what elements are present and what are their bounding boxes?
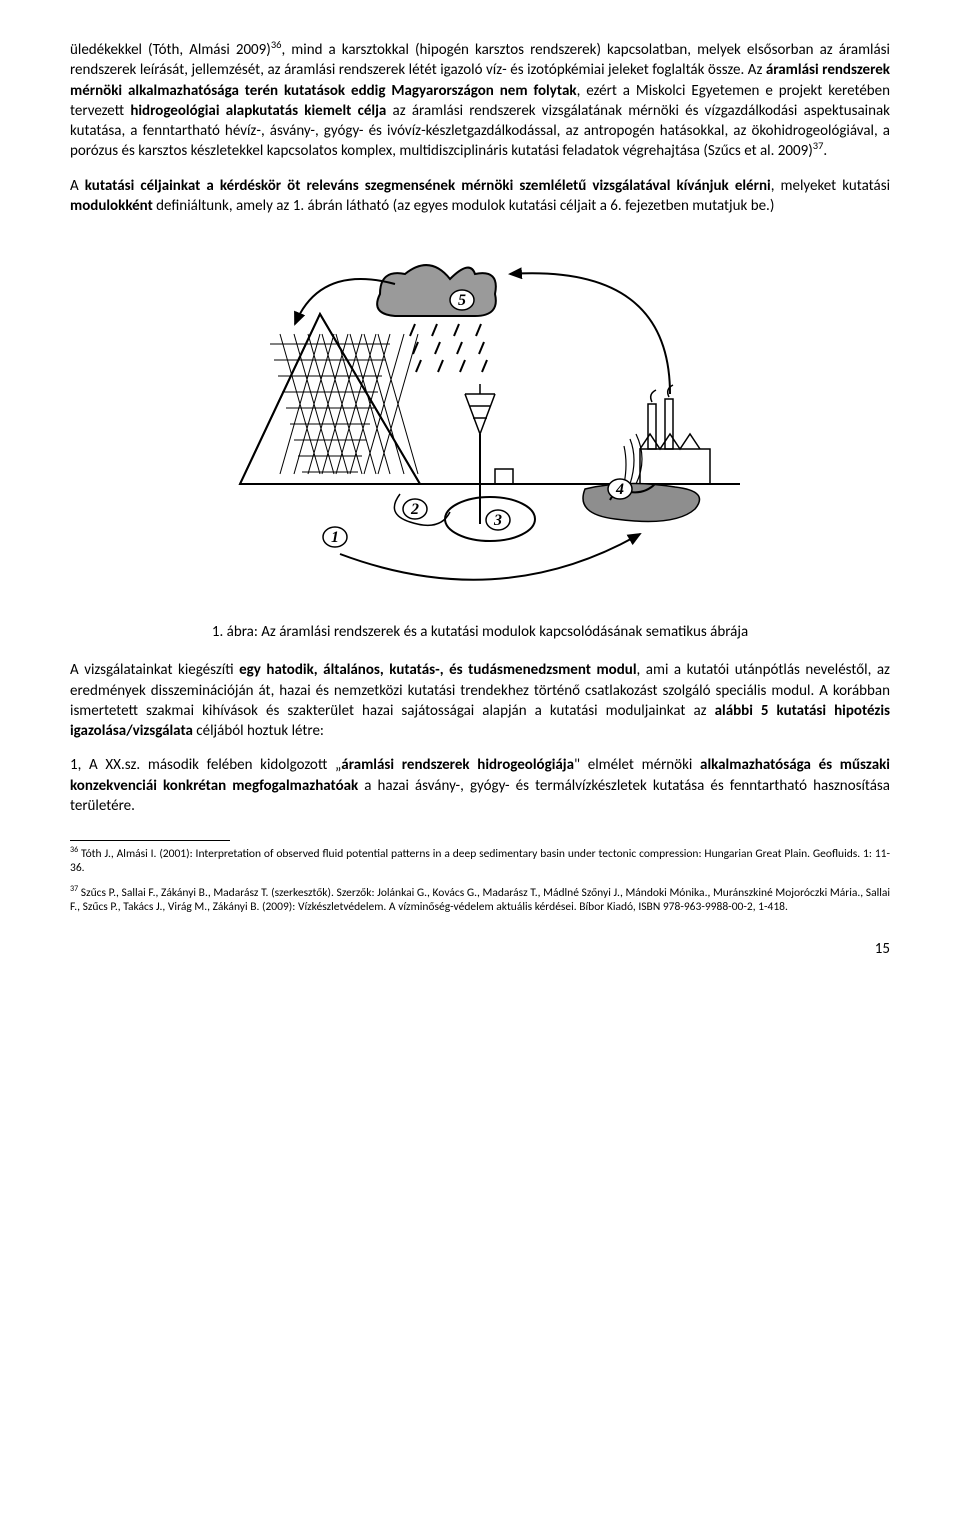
paragraph-3: A vizsgálatainkat kiegészíti egy hatodik… <box>70 660 890 741</box>
svg-text:1: 1 <box>331 529 339 546</box>
text: . <box>823 142 827 160</box>
paragraph-4: 1, A XX.sz. második felében kidolgozott … <box>70 755 890 816</box>
text-bold: egy hatodik, általános, kutatás-, és tud… <box>239 661 636 679</box>
footnote-ref-36: 36 <box>271 38 282 51</box>
footnote-37: 37 Szűcs P., Sallai F., Zákányi B., Mada… <box>70 886 890 915</box>
paragraph-1: üledékekkel (Tóth, Almási 2009)36, mind … <box>70 40 890 162</box>
svg-text:3: 3 <box>493 512 502 529</box>
footnote-number: 37 <box>70 884 78 894</box>
text: 1, A XX.sz. második felében kidolgozott … <box>70 756 341 774</box>
figure-1-caption: 1. ábra: Az áramlási rendszerek és a kut… <box>70 622 890 642</box>
text-bold: hidrogeológiai alapkutatás kiemelt célja <box>130 102 386 120</box>
footnote-ref-37: 37 <box>813 139 824 152</box>
text-bold: modulokként <box>70 197 153 215</box>
figure-1: 1 2 3 4 5 <box>70 234 890 604</box>
footnote-number: 36 <box>70 845 78 855</box>
text-bold: áramlási rendszerek hidrogeológiája <box>341 756 574 774</box>
svg-text:2: 2 <box>410 501 419 518</box>
text: céljából hoztuk létre: <box>193 722 324 740</box>
footnote-36: 36 Tóth J., Almási I. (2001): Interpreta… <box>70 847 890 876</box>
page-number: 15 <box>70 939 890 959</box>
footnote-text: Tóth J., Almási I. (2001): Interpretatio… <box>70 847 890 875</box>
svg-text:4: 4 <box>615 481 624 498</box>
svg-text:5: 5 <box>458 292 466 309</box>
text: definiáltunk, amely az 1. ábrán látható … <box>153 197 775 215</box>
text: üledékekkel (Tóth, Almási 2009) <box>70 41 271 59</box>
flow-system-diagram: 1 2 3 4 5 <box>200 234 760 604</box>
footnote-separator <box>70 840 230 841</box>
text: , melyeket kutatási <box>771 177 890 195</box>
text-bold: kutatási céljainkat a kérdéskör öt relev… <box>85 177 771 195</box>
text: A vizsgálatainkat kiegészíti <box>70 661 239 679</box>
footnote-text: Szűcs P., Sallai F., Zákányi B., Madarás… <box>70 886 890 914</box>
text: " elmélet mérnöki <box>574 756 700 774</box>
text: A <box>70 177 85 195</box>
paragraph-2: A kutatási céljainkat a kérdéskör öt rel… <box>70 176 890 217</box>
